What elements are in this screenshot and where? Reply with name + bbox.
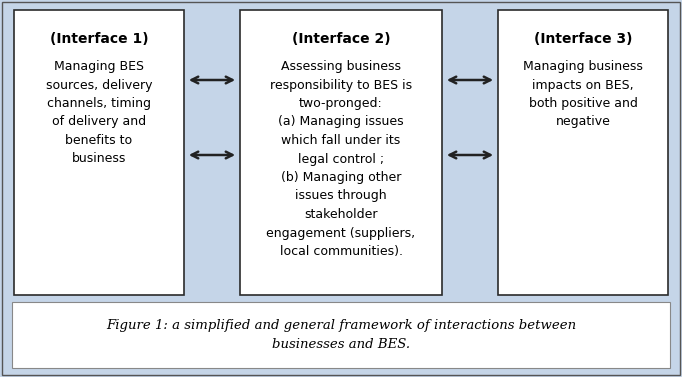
Text: Figure 1: a simplified and general framework of interactions between
businesses : Figure 1: a simplified and general frame… <box>106 319 576 351</box>
Bar <box>240 10 442 295</box>
Bar <box>498 10 668 295</box>
Text: Managing BES
sources, delivery
channels, timing
of delivery and
benefits to
busi: Managing BES sources, delivery channels,… <box>46 60 152 166</box>
Text: Assessing business
responsibility to BES is
two-pronged:
(a) Managing issues
whi: Assessing business responsibility to BES… <box>267 60 415 258</box>
Bar <box>14 10 184 295</box>
Bar <box>12 302 670 368</box>
Text: (Interface 1): (Interface 1) <box>50 32 148 46</box>
Text: (Interface 2): (Interface 2) <box>292 32 390 46</box>
Text: Managing business
impacts on BES,
both positive and
negative: Managing business impacts on BES, both p… <box>523 60 643 129</box>
Text: (Interface 3): (Interface 3) <box>534 32 632 46</box>
